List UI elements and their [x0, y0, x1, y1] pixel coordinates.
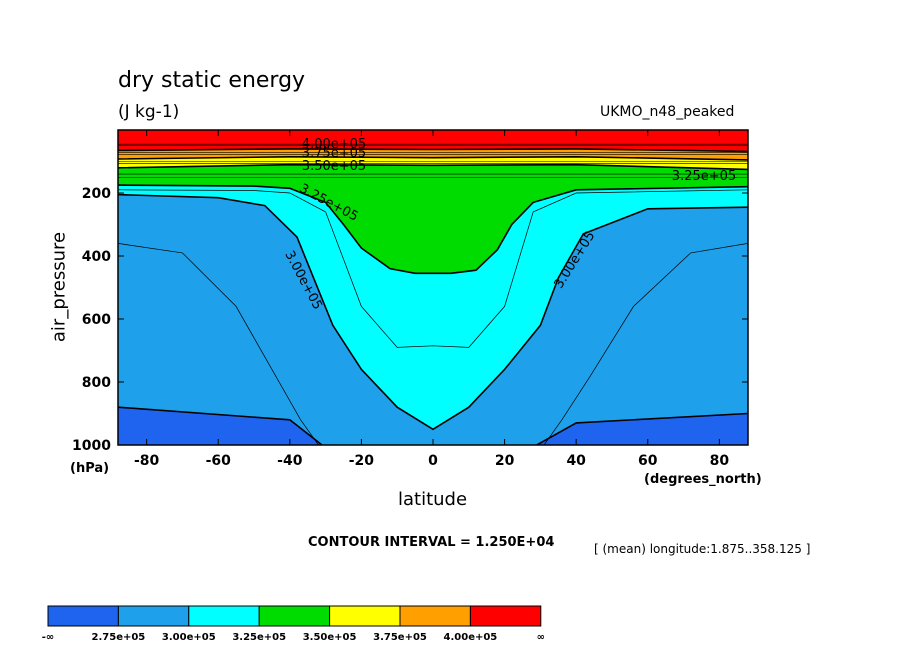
colorbar-swatch: [329, 605, 401, 627]
contour-interval-label: CONTOUR INTERVAL = 1.250E+04: [308, 535, 555, 550]
dataset-label: UKMO_n48_peaked: [600, 104, 735, 120]
contour-label: 4.00e+05: [302, 137, 366, 152]
minor-contour-line-0: [118, 189, 748, 348]
x-tick-label: -60: [206, 453, 232, 469]
colorbar-swatch: [188, 605, 260, 627]
y-axis-unit: (hPa): [70, 461, 110, 476]
y-tick-label: 200: [82, 186, 111, 202]
minor-contour-line-1: [118, 243, 319, 445]
contour-line-375000: [118, 155, 748, 161]
y-tick-label: 600: [82, 312, 111, 328]
colorbar-label: 3.50e+05: [303, 632, 357, 643]
colorbar-swatch: [117, 605, 190, 627]
y-tick-label: 400: [82, 249, 111, 265]
x-tick-label: 60: [638, 453, 658, 469]
contour-label: 3.75e+05: [302, 146, 366, 161]
x-axis-label: latitude: [398, 489, 468, 510]
x-axis-unit: (degrees_north): [644, 472, 762, 487]
minor-contour-line-2: [543, 243, 748, 445]
units-label: (J kg-1): [118, 102, 180, 122]
contour-label: 3.25e+05: [672, 169, 736, 184]
contour-line-275000-left: [118, 406, 323, 445]
colorbar-label: 4.00e+05: [444, 632, 498, 643]
colorbar-label: ∞: [537, 632, 545, 643]
colorbar-swatch: [47, 605, 119, 627]
x-tick-label: -20: [349, 453, 375, 469]
contour-line-325000: [118, 184, 748, 275]
colorbar-label: 3.25e+05: [232, 632, 286, 643]
fill-band-300-325: [118, 130, 748, 430]
x-tick-label: -80: [134, 453, 160, 469]
x-tick-label: 40: [566, 453, 586, 469]
colorbar-swatch: [258, 605, 331, 627]
y-tick-label: 800: [82, 375, 111, 391]
y-tick-label: 1000: [72, 438, 111, 454]
colorbar-label: 3.00e+05: [162, 632, 216, 643]
contour-line-400000: [118, 148, 748, 153]
contour-label: 3.50e+05: [302, 159, 366, 174]
contour-line-350000: [118, 163, 748, 171]
colorbar-label: -∞: [42, 632, 54, 643]
colorbar-label: 3.75e+05: [373, 632, 427, 643]
x-tick-label: 80: [710, 453, 730, 469]
x-tick-label: 0: [428, 453, 438, 469]
contour-line-300000: [118, 193, 748, 431]
colorbar-label: 2.75e+05: [92, 632, 146, 643]
contour-line-275000-right: [536, 412, 748, 445]
colorbar-swatch: [469, 605, 542, 627]
colorbar-swatch: [399, 605, 471, 627]
longitude-mean-label: [ (mean) longitude:1.875..358.125 ]: [594, 542, 811, 556]
x-tick-label: -40: [277, 453, 303, 469]
x-tick-label: 20: [495, 453, 515, 469]
chart-title: dry static energy: [118, 68, 306, 93]
fill-band-below-275-left: [118, 407, 322, 445]
fill-band-below-275-right: [536, 413, 748, 445]
